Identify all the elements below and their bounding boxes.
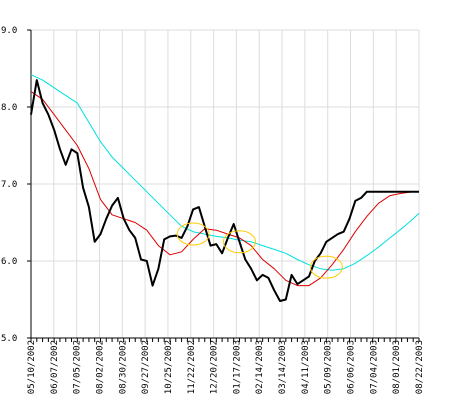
highlight-ellipse (309, 255, 343, 279)
y-tick-labels: 5.0 6.0 7.0 8.0 9.0 (1, 26, 17, 344)
x-tick-label: 07/05/2002 (73, 340, 83, 394)
x-tick-label: 03/14/2003 (278, 340, 288, 394)
x-tick-label: 07/04/2003 (369, 340, 379, 394)
x-tick-label: 01/17/2003 (232, 340, 242, 394)
y-tick-label: 8.0 (1, 103, 17, 113)
x-tick-label: 08/02/2002 (95, 340, 105, 394)
x-tick-label: 08/22/2003 (415, 340, 425, 394)
x-tick-label: 08/30/2002 (118, 340, 128, 394)
x-tick-labels: 05/10/2002 06/07/2002 07/05/2002 08/02/2002… (27, 340, 425, 394)
y-tick-label: 9.0 (1, 26, 17, 36)
x-tick-label: 11/22/2002 (187, 340, 197, 394)
axes (27, 29, 420, 342)
x-tick-label: 05/10/2002 (27, 340, 37, 394)
x-tick-label: 10/25/2002 (164, 340, 174, 394)
grid (30, 29, 420, 339)
series-lines (30, 74, 420, 302)
series-line-average-cyan (30, 74, 420, 271)
highlight-ellipse (222, 230, 256, 254)
x-tick-label: 02/14/2003 (255, 340, 265, 394)
x-tick-label: 08/01/2003 (392, 340, 402, 394)
highlight-ellipse (176, 222, 210, 246)
x-tick-label: 06/06/2003 (347, 340, 357, 394)
x-tick-label: 06/07/2002 (50, 340, 60, 394)
y-tick-label: 6.0 (1, 257, 17, 267)
x-tick-label: 09/27/2002 (141, 340, 151, 394)
y-tick-label: 7.0 (1, 180, 17, 190)
series-line-average-red (30, 91, 419, 287)
x-tick-label: 05/09/2003 (324, 340, 334, 394)
series-line-price (30, 79, 419, 302)
x-tick-label: 04/11/2003 (301, 340, 311, 394)
x-tick-label: 12/20/2002 (210, 340, 220, 394)
y-tick-label: 5.0 (1, 334, 17, 344)
highlight-ellipses (176, 222, 343, 279)
